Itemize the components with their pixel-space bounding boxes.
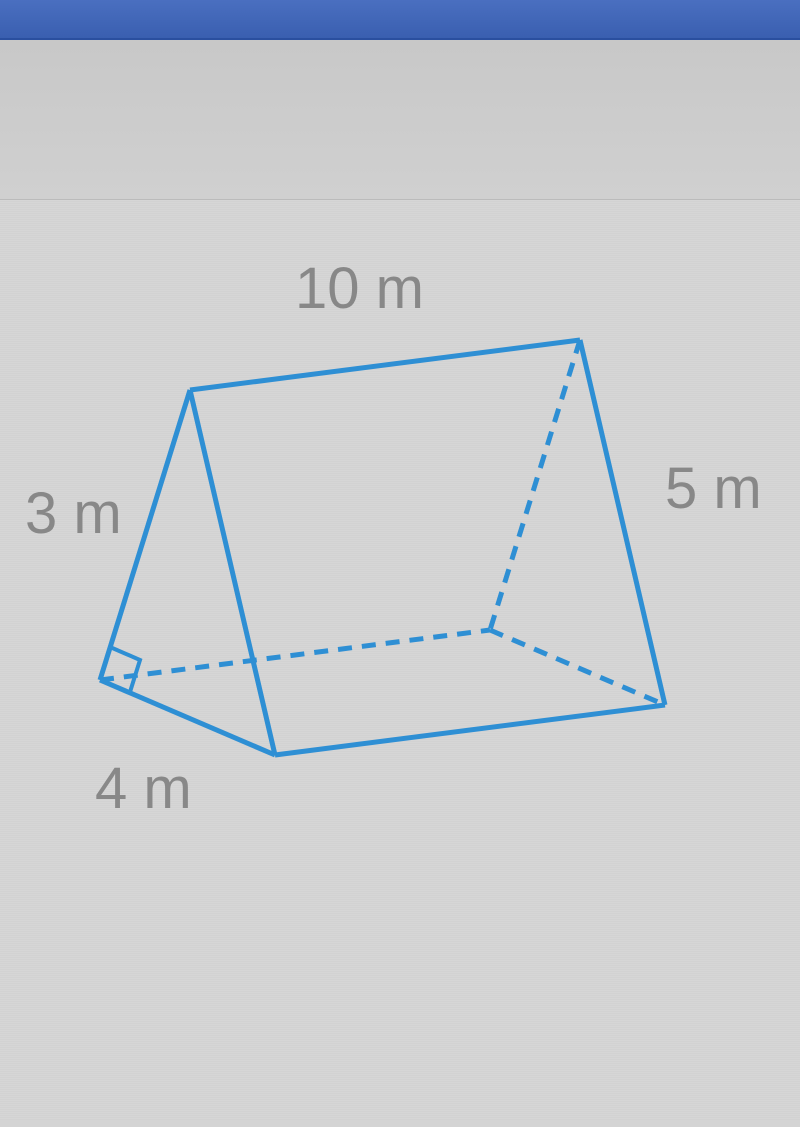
back-edge-hypotenuse xyxy=(580,340,665,705)
label-right: 5 m xyxy=(665,455,762,522)
hidden-edge-depth-left xyxy=(100,630,490,680)
depth-edge-bottom-right xyxy=(275,705,665,755)
label-left: 3 m xyxy=(25,480,122,547)
label-top: 10 m xyxy=(295,255,424,322)
diagram-area: 10 m 3 m 5 m 4 m xyxy=(0,200,800,1120)
hidden-edge-back-left xyxy=(490,340,580,630)
front-edge-hypotenuse xyxy=(190,390,275,755)
header-area xyxy=(0,40,800,200)
window-top-bar xyxy=(0,0,800,40)
front-edge-bottom xyxy=(100,680,275,755)
label-bottom: 4 m xyxy=(95,755,192,822)
hidden-edge-back-bottom xyxy=(490,630,665,705)
prism-diagram xyxy=(0,200,800,1120)
depth-edge-top xyxy=(190,340,580,390)
